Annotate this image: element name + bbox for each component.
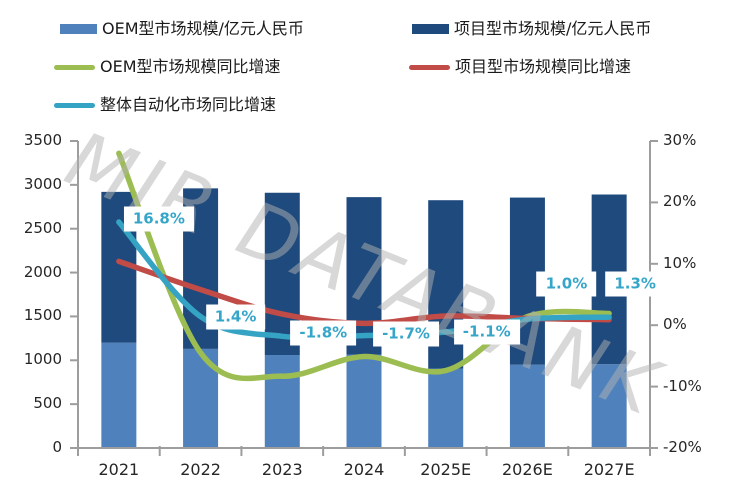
legend-item: 项目型市场规模同比增速 xyxy=(409,57,631,77)
right-axis-tick-label: 0% xyxy=(663,315,687,334)
legend-item-label: 整体自动化市场同比增速 xyxy=(100,95,277,114)
left-axis-tick-label: 0 xyxy=(52,438,62,456)
data-label: -1.7% xyxy=(373,321,439,347)
left-axis-tick-label: 1000 xyxy=(23,350,62,369)
data-label: 1.4% xyxy=(205,304,266,330)
legend-swatch-bar-icon xyxy=(412,24,449,34)
x-axis-category-label: 2022 xyxy=(180,460,221,479)
legend-item: 整体自动化市场同比增速 xyxy=(54,95,276,115)
right-axis-tick-label: 30% xyxy=(663,131,697,149)
x-axis-category-label: 2027E xyxy=(583,460,635,479)
x-axis-category-label: 2021 xyxy=(98,460,140,479)
legend-item: OEM型市场规模/亿元人民币 xyxy=(60,19,304,39)
legend-item-label: OEM型市场规模/亿元人民币 xyxy=(102,19,304,38)
legend-swatch-line-icon xyxy=(54,64,95,70)
x-axis-category-label: 2025E xyxy=(420,460,472,479)
legend-swatch-line-icon xyxy=(54,102,95,108)
data-label: -1.1% xyxy=(453,319,520,345)
bar-segment-oem xyxy=(509,364,545,448)
legend-swatch-bar-icon xyxy=(60,24,97,34)
bar-segment-oem xyxy=(101,342,137,448)
left-axis-tick-label: 3500 xyxy=(23,131,62,149)
left-axis-tick-label: 1500 xyxy=(23,306,62,325)
data-label: 16.8% xyxy=(123,206,194,232)
left-axis-tick-label: 2000 xyxy=(23,262,62,281)
data-label: 1.3% xyxy=(605,271,665,297)
left-axis-tick-label: 500 xyxy=(33,394,62,413)
bar-segment-oem xyxy=(264,355,300,448)
x-axis-category-label: 2024 xyxy=(343,460,385,479)
right-axis-tick-label: 20% xyxy=(663,192,697,211)
right-axis-tick-label: -20% xyxy=(663,438,702,456)
legend-item: 项目型市场规模/亿元人民币 xyxy=(412,19,651,39)
legend-item-label: OEM型市场规模同比增速 xyxy=(100,57,281,76)
data-label: -1.8% xyxy=(290,320,357,346)
legend-item-label: 项目型市场规模同比增速 xyxy=(455,57,632,76)
legend-swatch-line-icon xyxy=(409,64,450,70)
left-axis-tick-label: 3000 xyxy=(23,174,62,193)
legend-item: OEM型市场规模同比增速 xyxy=(54,57,281,77)
left-axis-tick-label: 2500 xyxy=(23,218,62,237)
x-axis-category-label: 2026E xyxy=(502,460,553,479)
x-axis-category-label: 2023 xyxy=(261,460,303,479)
bar-segment-oem xyxy=(591,364,627,448)
bar-segment-oem xyxy=(346,354,382,448)
right-axis-tick-label: 10% xyxy=(663,253,697,272)
bar-segment-oem xyxy=(428,368,464,448)
legend-item-label: 项目型市场规模/亿元人民币 xyxy=(454,19,652,38)
line-overall-growth xyxy=(116,219,612,341)
data-label: 1.0% xyxy=(536,271,597,297)
right-axis-tick-label: -10% xyxy=(663,376,702,395)
